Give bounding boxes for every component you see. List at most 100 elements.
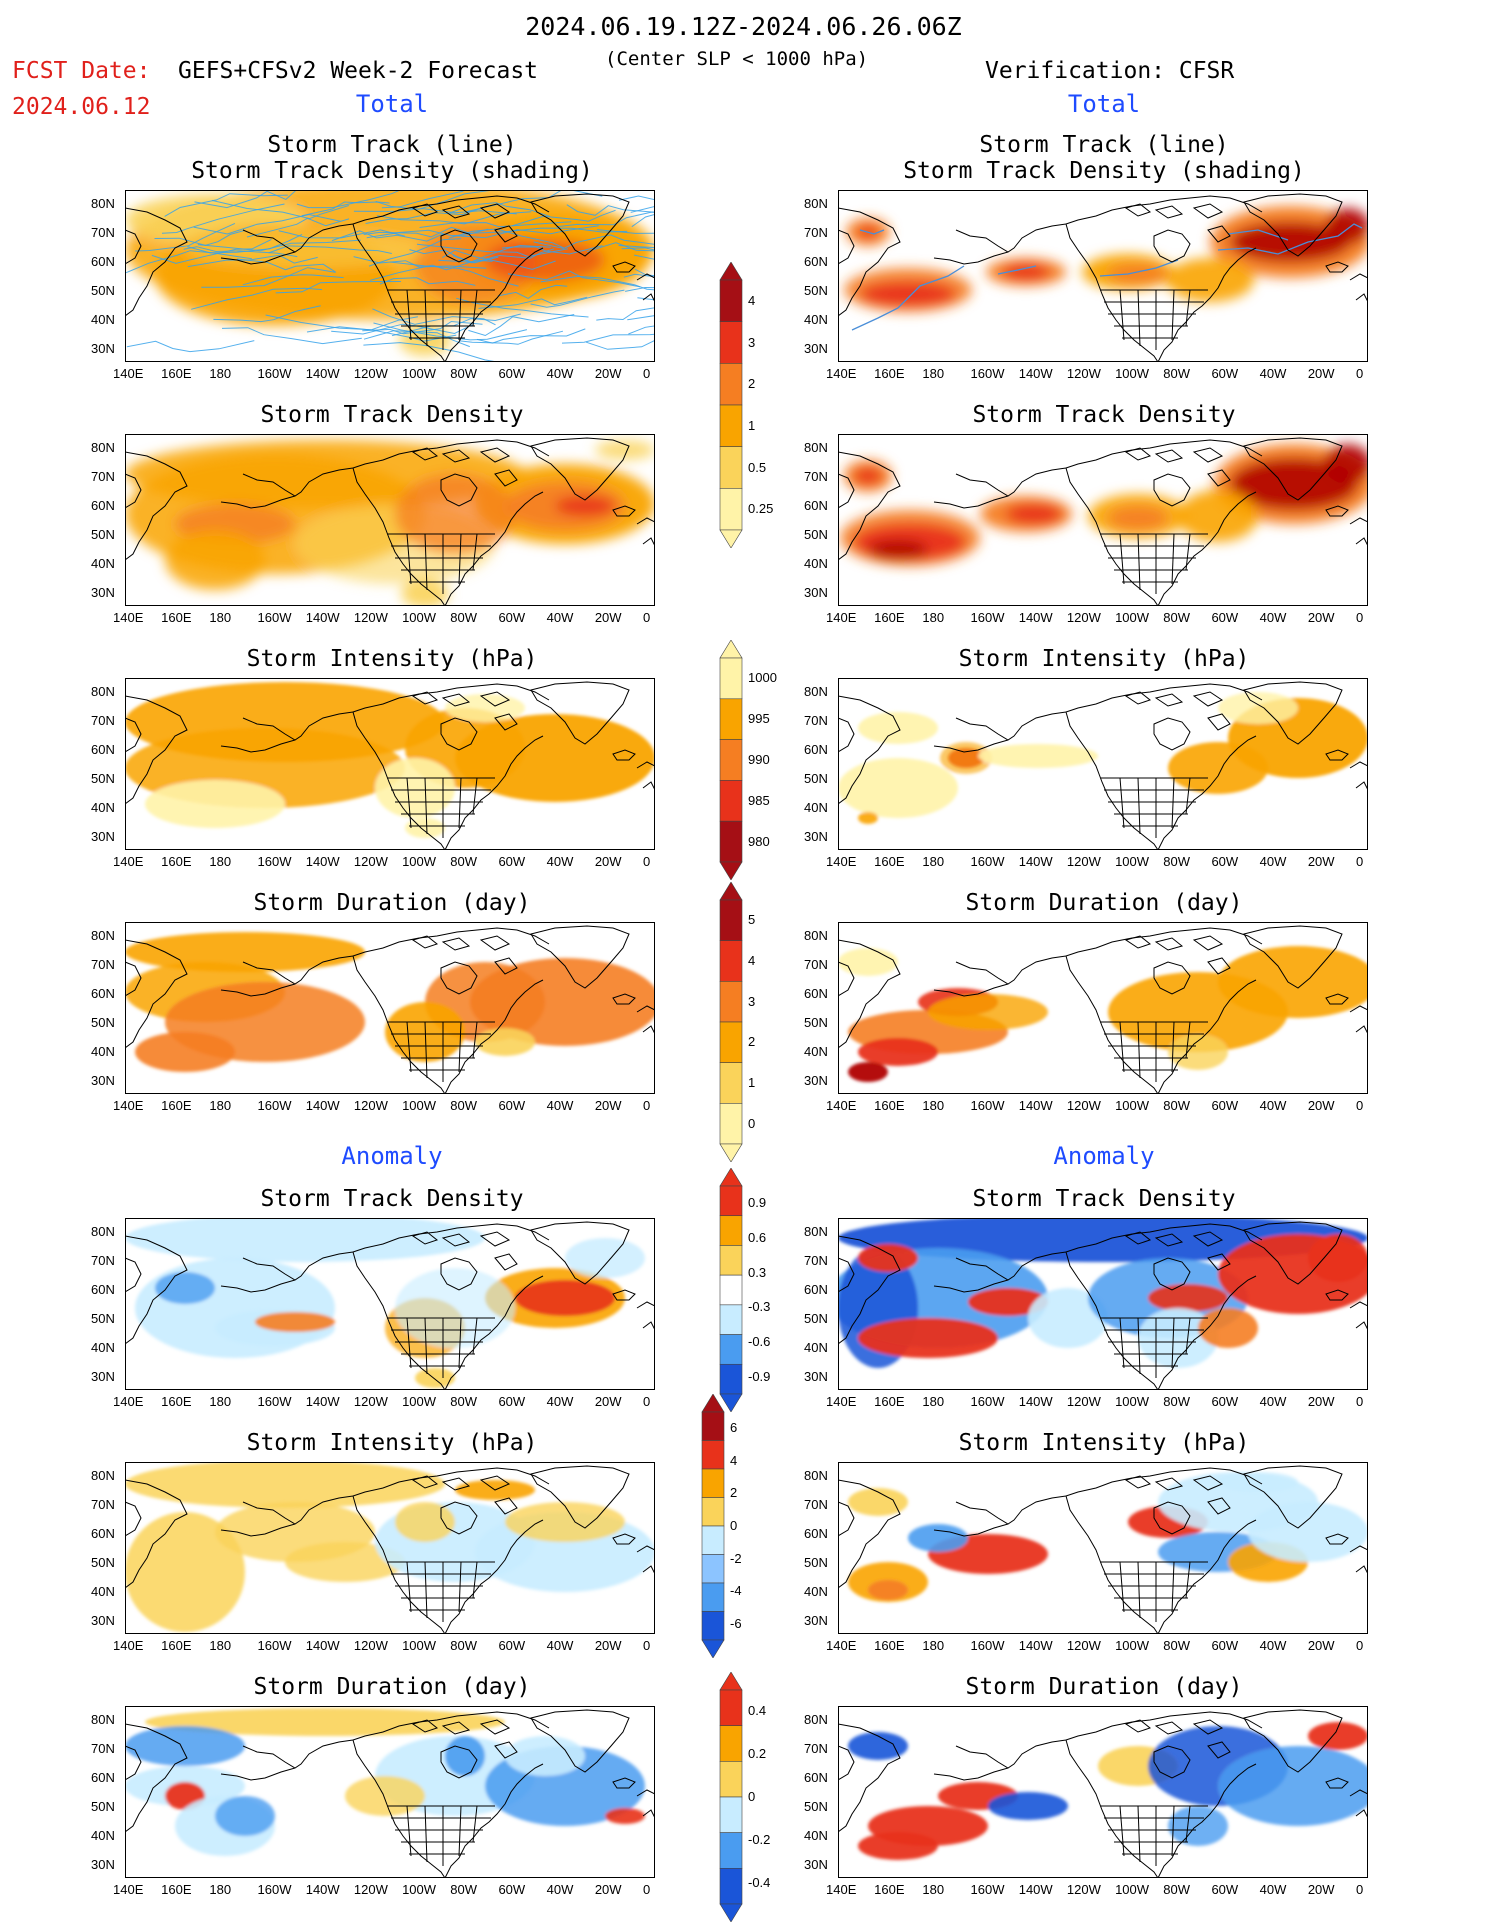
map-svg bbox=[125, 437, 655, 606]
coastline bbox=[1154, 937, 1184, 951]
colorbar-segment bbox=[701, 1440, 725, 1470]
map-panel-obs-density bbox=[838, 434, 1368, 606]
colorbar-label: 4 bbox=[730, 1452, 738, 1468]
lon-tick-label: 40W bbox=[546, 366, 574, 381]
storm-track-line bbox=[268, 245, 392, 254]
lon-tick-label: 40W bbox=[1259, 1882, 1287, 1897]
coastline bbox=[352, 1251, 446, 1390]
colorbar-label: 990 bbox=[748, 752, 770, 767]
lon-tick-label: 20W bbox=[1307, 1394, 1335, 1409]
coastline bbox=[125, 1745, 142, 1781]
coastline bbox=[1153, 1257, 1191, 1291]
colorbar-label: 980 bbox=[748, 833, 770, 849]
lon-tick-label: 140E bbox=[113, 1394, 144, 1409]
lon-tick-label: 60W bbox=[1211, 1882, 1239, 1897]
colorbar-segment bbox=[701, 1582, 725, 1612]
colorbar-label: -0.3 bbox=[748, 1299, 771, 1315]
lon-tick-label: 60W bbox=[1211, 1638, 1239, 1653]
coastline bbox=[242, 955, 354, 985]
storm-track-line bbox=[452, 248, 555, 264]
lon-tick-label: 140W bbox=[1018, 366, 1053, 381]
coastline bbox=[406, 1805, 412, 1857]
map-panel-fcst-anom-intensity bbox=[125, 1462, 655, 1634]
colorbar-density-total: 4 3 2 1 0.5 0.25 bbox=[718, 262, 778, 548]
coastline bbox=[1065, 1467, 1263, 1497]
lat-tick-label: 40N bbox=[804, 1044, 828, 1059]
shading-blob bbox=[858, 1832, 938, 1860]
storm-track-line bbox=[183, 246, 298, 258]
coastline bbox=[440, 1745, 478, 1779]
lon-tick-label: 60W bbox=[498, 1098, 526, 1113]
coastline bbox=[406, 289, 412, 341]
coastline bbox=[1185, 777, 1191, 815]
coastline bbox=[242, 1495, 354, 1525]
colorbar-intensity-total: 1000 995 990 985 980 bbox=[718, 640, 778, 880]
lat-tick-label: 30N bbox=[804, 829, 828, 844]
coastline bbox=[1355, 293, 1368, 303]
coastline bbox=[125, 1479, 188, 1589]
colorbar-tip bbox=[719, 529, 743, 548]
map-svg bbox=[125, 925, 655, 1094]
lon-tick-label: 60W bbox=[498, 1638, 526, 1653]
storm-track-line bbox=[586, 242, 655, 253]
coastline bbox=[1065, 1711, 1263, 1741]
section-anomaly-right: Anomaly bbox=[1053, 1142, 1155, 1170]
coastline bbox=[494, 469, 518, 487]
coastline bbox=[838, 1479, 901, 1589]
coastline bbox=[838, 207, 901, 317]
storm-track-line bbox=[363, 226, 470, 238]
colorbar-label: -0.2 bbox=[748, 1831, 771, 1847]
lon-tick-label: 60W bbox=[498, 366, 526, 381]
lon-tick-label: 60W bbox=[498, 854, 526, 869]
lat-tick-label: 80N bbox=[91, 196, 115, 211]
lon-tick-label: 100W bbox=[1115, 1638, 1150, 1653]
shading-blob bbox=[165, 530, 265, 590]
shading-blob bbox=[928, 994, 1048, 1030]
lon-tick-label: 140W bbox=[305, 366, 340, 381]
storm-track-line bbox=[631, 213, 655, 228]
storm-track-line bbox=[540, 275, 655, 291]
lat-tick-label: 40N bbox=[91, 1044, 115, 1059]
coastline bbox=[1154, 1233, 1184, 1247]
colorbar-segment bbox=[719, 1215, 743, 1246]
coastline bbox=[1065, 711, 1159, 850]
storm-track-line bbox=[625, 286, 655, 292]
storm-track-line bbox=[125, 250, 252, 274]
coastline bbox=[458, 777, 462, 829]
coastline bbox=[472, 533, 478, 571]
coastline bbox=[642, 537, 655, 547]
storm-track-line bbox=[462, 227, 628, 234]
coastline bbox=[352, 1739, 446, 1878]
fcst-date-value: 2024.06.12 bbox=[12, 94, 151, 120]
lon-tick-label: 140E bbox=[113, 1882, 144, 1897]
coastline bbox=[444, 979, 544, 1094]
shading-blob bbox=[1148, 1284, 1228, 1312]
coastline bbox=[242, 467, 354, 497]
lon-tick-label: 20W bbox=[1307, 1098, 1335, 1113]
coastline bbox=[1065, 223, 1159, 362]
coastline bbox=[1325, 1533, 1349, 1545]
storm-track-line bbox=[306, 326, 457, 342]
coastline bbox=[1157, 979, 1257, 1094]
lon-tick-label: 160W bbox=[970, 854, 1005, 869]
colorbar-label: -0.6 bbox=[748, 1334, 771, 1349]
lat-tick-label: 70N bbox=[804, 713, 828, 728]
coastline bbox=[1325, 261, 1349, 273]
coastline bbox=[1171, 777, 1175, 829]
coastline bbox=[440, 473, 478, 507]
panel-title-track-shading-left: Storm Track Density (shading) bbox=[191, 158, 593, 184]
coastline bbox=[1192, 691, 1224, 707]
lon-tick-label: 160E bbox=[161, 1882, 192, 1897]
lon-tick-label: 160W bbox=[257, 366, 292, 381]
map-svg bbox=[838, 1465, 1368, 1634]
coastline bbox=[125, 1257, 142, 1293]
lon-tick-label: 60W bbox=[498, 610, 526, 625]
coastline bbox=[636, 1789, 655, 1797]
lon-tick-label: 140E bbox=[826, 1882, 857, 1897]
colorbar-segment bbox=[719, 488, 743, 531]
lat-tick-label: 70N bbox=[91, 225, 115, 240]
coastline bbox=[479, 1231, 511, 1247]
storm-track-line bbox=[627, 315, 655, 321]
colorbar-svg bbox=[719, 1672, 743, 1922]
shading-blob bbox=[395, 1502, 455, 1542]
